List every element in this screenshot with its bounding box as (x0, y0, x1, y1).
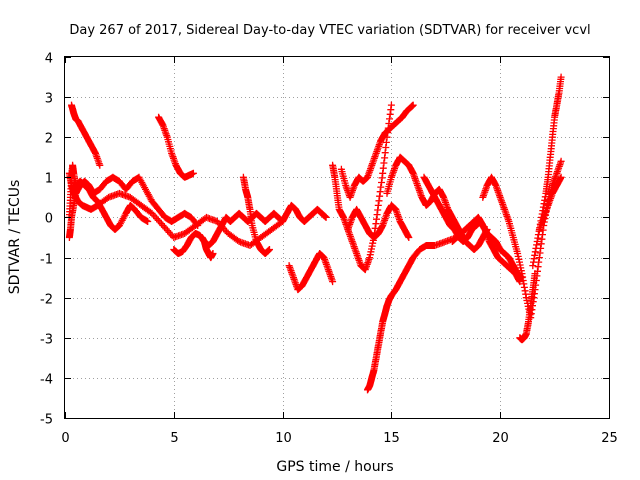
data-point-markers (285, 250, 337, 294)
x-tick-label: 20 (492, 431, 509, 446)
series-sat-t (535, 173, 565, 233)
series-sat-d (65, 173, 202, 241)
x-tick-label: 10 (275, 431, 292, 446)
x-tick-label: 15 (383, 431, 400, 446)
x-tick-label: 0 (61, 431, 69, 446)
data-point-markers (198, 234, 217, 262)
y-tick-label: 3 (45, 92, 53, 107)
data-point-markers (364, 234, 461, 394)
series-sat-m (364, 234, 461, 394)
y-tick-label: -3 (40, 333, 53, 348)
y-tick-label: 1 (45, 172, 53, 187)
x-axis-tick-labels: 0 5 10 15 20 25 (61, 431, 617, 446)
chart-title: Day 267 of 2017, Sidereal Day-to-day VTE… (69, 23, 590, 38)
axis-ticks (65, 57, 610, 419)
y-tick-label: -4 (40, 373, 53, 388)
data-point-markers (155, 113, 197, 181)
series-sat-i (285, 250, 337, 294)
y-tick-label: -1 (40, 253, 53, 268)
y-axis-label: SDTVAR / TECUs (7, 180, 23, 295)
data-point-markers (337, 101, 417, 201)
plot-frame (64, 56, 610, 419)
y-tick-label: -2 (40, 293, 53, 308)
series-sat-h (239, 173, 273, 257)
data-point-markers (65, 173, 202, 241)
data-point-markers (344, 201, 413, 241)
data-point-markers (448, 213, 526, 282)
data-point-markers (239, 173, 273, 257)
x-tick-label: 5 (170, 431, 178, 446)
data-point-markers (535, 173, 565, 233)
series-sat-l (344, 201, 413, 241)
y-tick-label: 4 (45, 52, 53, 67)
x-tick-label: 25 (601, 431, 618, 446)
series-sat-c (68, 101, 104, 169)
series-sat-g (198, 234, 217, 262)
data-points (65, 73, 565, 394)
series-sat-k (337, 101, 417, 201)
series-sat-p (448, 213, 526, 282)
data-point-markers (68, 101, 104, 169)
series-sat-e (155, 113, 197, 181)
y-tick-label: 0 (45, 212, 53, 227)
x-axis-label: GPS time / hours (276, 459, 393, 475)
y-tick-label: -5 (40, 413, 53, 428)
y-tick-label: 2 (45, 132, 53, 147)
y-axis-tick-labels: -5 -4 -3 -2 -1 0 1 2 3 4 (40, 52, 53, 428)
data-point-markers (516, 270, 539, 344)
series-sat-r (516, 270, 539, 344)
